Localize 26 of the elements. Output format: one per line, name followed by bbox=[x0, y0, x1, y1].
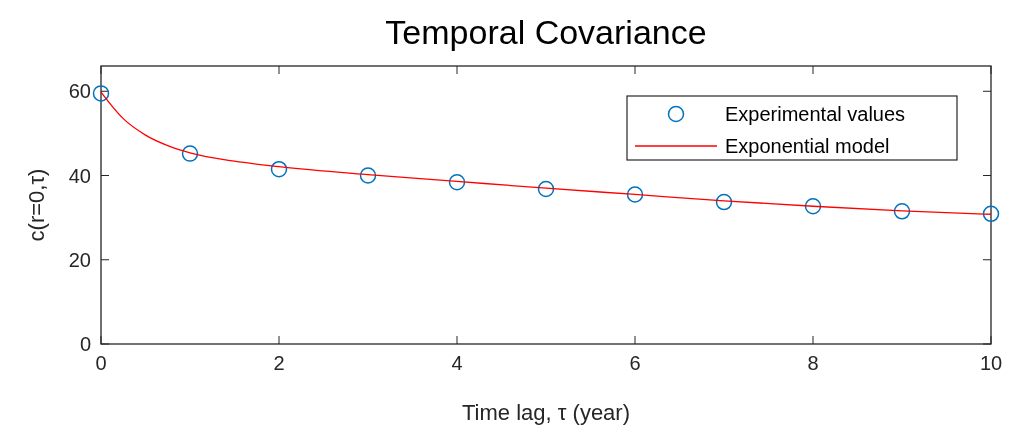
y-tick-label: 40 bbox=[68, 164, 91, 187]
point bbox=[359, 167, 377, 184]
point bbox=[626, 186, 644, 203]
point bbox=[804, 198, 822, 215]
x-tick-label: 8 bbox=[807, 352, 819, 374]
point bbox=[982, 205, 1000, 223]
x-tick-label: 4 bbox=[451, 352, 463, 374]
point bbox=[92, 85, 110, 102]
x-tick-label: 0 bbox=[95, 352, 107, 374]
point bbox=[448, 174, 466, 191]
y-tick-label: 20 bbox=[68, 248, 91, 271]
x-tick-label: 2 bbox=[273, 352, 285, 374]
x-tick-label: 10 bbox=[979, 352, 1003, 374]
point bbox=[181, 145, 199, 162]
y-tick-label: 0 bbox=[79, 333, 91, 355]
x-axis-title: Time lag, τ (year) bbox=[461, 400, 631, 425]
y-axis-title: c(r=0,τ) bbox=[24, 168, 49, 242]
point bbox=[537, 180, 555, 198]
chart-title: Temporal Covariance bbox=[385, 13, 707, 51]
point bbox=[715, 193, 733, 211]
point bbox=[893, 203, 911, 220]
y-tick-label: 60 bbox=[68, 80, 91, 103]
legend-label: Exponential model bbox=[725, 135, 890, 157]
point bbox=[270, 160, 288, 178]
x-tick-label: 6 bbox=[629, 352, 641, 374]
legend-label: Experimental values bbox=[725, 103, 906, 125]
